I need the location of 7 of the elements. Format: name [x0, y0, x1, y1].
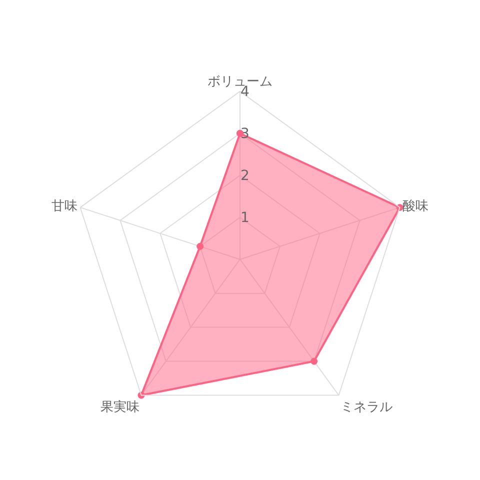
spoke-label: 甘味: [51, 199, 78, 214]
y-tick-label: 2: [240, 168, 250, 184]
spoke-label: 酸味: [402, 199, 429, 214]
y-tick-label: 1: [240, 210, 250, 226]
y-tick-label: 3: [240, 126, 250, 142]
spoke-label: ミネラル: [340, 400, 393, 415]
spoke-label: 果実味: [100, 398, 140, 415]
